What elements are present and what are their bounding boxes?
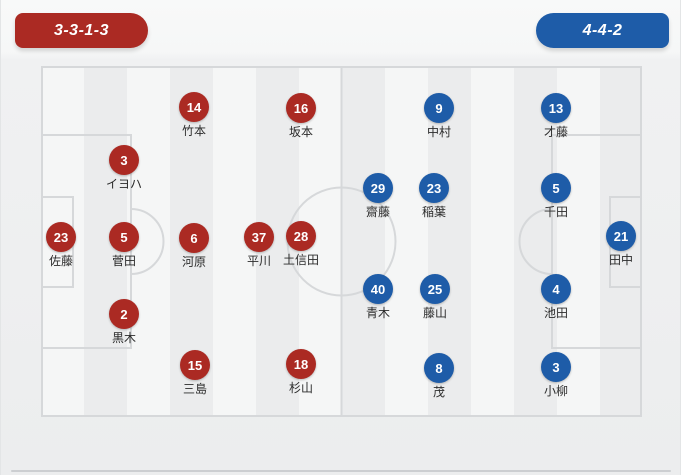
player-marker-home[interactable]: 3 イヨハ	[106, 145, 142, 191]
player-name-label: 佐藤	[48, 254, 73, 268]
player-marker-home[interactable]: 28 土信田	[283, 221, 319, 267]
player-number-badge: 9	[424, 93, 454, 123]
player-marker-home[interactable]: 16 坂本	[286, 93, 316, 139]
player-number-badge: 29	[363, 173, 393, 203]
player-number-badge: 40	[363, 274, 393, 304]
player-marker-away[interactable]: 23 稲葉	[419, 173, 449, 219]
player-name-label: 千田	[543, 205, 568, 219]
player-marker-away[interactable]: 5 千田	[541, 173, 571, 219]
player-number-badge: 2	[109, 299, 139, 329]
player-number-badge: 18	[286, 349, 316, 379]
player-marker-away[interactable]: 4 池田	[541, 274, 571, 320]
player-number-badge: 13	[541, 93, 571, 123]
player-marker-home[interactable]: 5 菅田	[109, 222, 139, 268]
player-number-badge: 14	[179, 92, 209, 122]
player-number-badge: 4	[541, 274, 571, 304]
player-name-label: 坂本	[288, 125, 313, 139]
player-marker-home[interactable]: 37 平川	[244, 222, 274, 268]
card-bottom-divider	[11, 470, 671, 472]
player-name-label: 青木	[365, 306, 390, 320]
player-number-badge: 5	[109, 222, 139, 252]
player-number-badge: 23	[419, 173, 449, 203]
away-formation-banner: 4-4-2	[536, 13, 669, 48]
player-name-label: 菅田	[111, 254, 136, 268]
player-marker-away[interactable]: 8 茂	[424, 353, 454, 399]
pitch-markings	[41, 66, 642, 417]
player-number-badge: 3	[541, 352, 571, 382]
player-number-badge: 37	[244, 222, 274, 252]
player-name-label: 中村	[426, 125, 451, 139]
player-marker-away[interactable]: 40 青木	[363, 274, 393, 320]
player-name-label: 稲葉	[421, 205, 446, 219]
player-marker-home[interactable]: 23 佐藤	[46, 222, 76, 268]
left-penalty-arc	[130, 208, 165, 275]
player-number-badge: 6	[179, 223, 209, 253]
player-number-badge: 21	[606, 221, 636, 251]
player-number-badge: 16	[286, 93, 316, 123]
player-name-label: 小柳	[543, 384, 568, 398]
player-name-label: 藤山	[422, 306, 447, 320]
player-number-badge: 5	[541, 173, 571, 203]
player-marker-away[interactable]: 29 齋藤	[363, 173, 393, 219]
player-marker-away[interactable]: 25 藤山	[420, 274, 450, 320]
player-marker-away[interactable]: 9 中村	[424, 93, 454, 139]
player-number-badge: 28	[285, 221, 316, 251]
player-marker-away[interactable]: 13 才藤	[541, 93, 571, 139]
player-name-label: 黒木	[111, 331, 136, 345]
player-marker-home[interactable]: 15 三島	[180, 350, 210, 396]
player-name-label: 池田	[543, 306, 568, 320]
player-number-badge: 8	[424, 353, 454, 383]
player-number-badge: 23	[46, 222, 76, 252]
player-name-label: 齋藤	[365, 205, 390, 219]
player-name-label: 才藤	[543, 125, 568, 139]
football-pitch	[41, 66, 642, 417]
player-marker-home[interactable]: 14 竹本	[179, 92, 209, 138]
right-penalty-arc	[518, 208, 553, 275]
player-number-badge: 3	[108, 145, 139, 175]
player-name-label: 河原	[181, 255, 206, 269]
player-name-label: イヨハ	[105, 177, 143, 191]
player-name-label: 三島	[182, 382, 207, 396]
player-name-label: 土信田	[282, 253, 320, 267]
home-formation-banner: 3-3-1-3	[15, 13, 148, 48]
player-name-label: 杉山	[288, 381, 313, 395]
player-marker-away[interactable]: 21 田中	[606, 221, 636, 267]
player-marker-home[interactable]: 18 杉山	[286, 349, 316, 395]
player-name-label: 田中	[608, 253, 633, 267]
player-marker-away[interactable]: 3 小柳	[541, 352, 571, 398]
player-marker-home[interactable]: 2 黒木	[109, 299, 139, 345]
player-name-label: 竹本	[181, 124, 206, 138]
player-marker-home[interactable]: 6 河原	[179, 223, 209, 269]
player-number-badge: 15	[180, 350, 210, 380]
player-name-label: 平川	[246, 254, 271, 268]
player-name-label: 茂	[432, 385, 445, 399]
player-number-badge: 25	[420, 274, 450, 304]
